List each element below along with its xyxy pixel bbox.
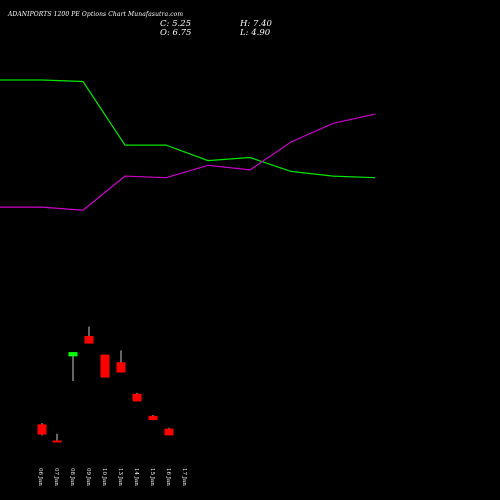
bear-candle-body [37, 424, 47, 435]
x-tick-label: 10 Jan [101, 468, 107, 486]
bear-candle-body [116, 362, 126, 373]
bear-candle-body [52, 440, 62, 443]
candle [52, 433, 62, 443]
bear-candle-body [84, 335, 94, 344]
bear-candle-body [148, 415, 158, 421]
candle [37, 423, 47, 436]
bear-candle-body [132, 393, 142, 402]
high-value: H: 7.40 [240, 19, 272, 29]
x-axis-labels: 06 Jan 07 Jan 08 Jan 09 Jan 10 Jan 13 Jan 14 J… [37, 468, 187, 486]
indicator-line-1 [0, 79, 376, 179]
x-tick-label: 15 Jan [149, 468, 155, 486]
candle [164, 427, 174, 436]
bear-candle-body [164, 428, 174, 436]
indicator-lines [0, 79, 376, 211]
candle [116, 350, 126, 373]
x-tick-label: 17 Jan [181, 468, 187, 486]
low-value: L: 4.90 [240, 28, 271, 38]
x-tick-label: 13 Jan [117, 468, 123, 486]
candle [100, 354, 110, 378]
x-tick-label: 16 Jan [165, 468, 171, 486]
candle [132, 392, 142, 402]
candlesticks [37, 326, 174, 443]
candle [84, 326, 94, 344]
open-value: O: 6.75 [160, 28, 192, 38]
x-tick-label: 07 Jan [53, 468, 59, 486]
candle [68, 352, 78, 381]
chart-title: ADANIPORTS 1200 PE Options Chart Munafas… [8, 11, 184, 18]
x-tick-label: 08 Jan [69, 468, 75, 486]
x-tick-label: 06 Jan [37, 468, 43, 486]
bear-candle-body [100, 354, 110, 378]
bull-candle-body [68, 352, 78, 357]
close-value: C: 5.25 [160, 19, 191, 29]
x-tick-label: 14 Jan [133, 468, 139, 486]
candle [148, 415, 158, 421]
x-tick-label: 09 Jan [85, 468, 91, 486]
indicator-line-2 [0, 113, 376, 211]
